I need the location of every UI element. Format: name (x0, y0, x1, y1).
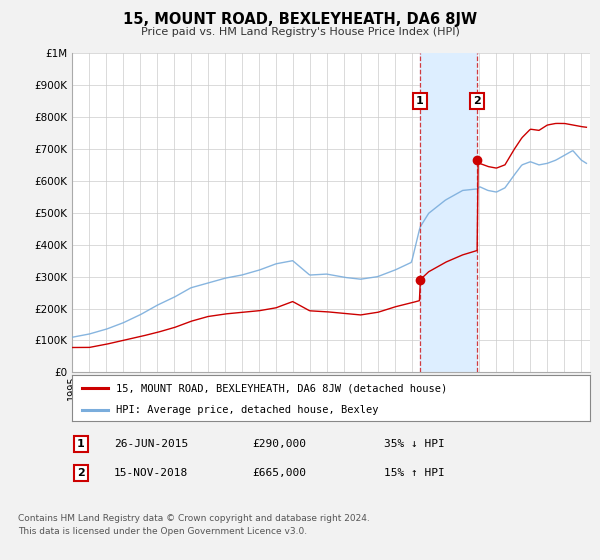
Text: 1: 1 (416, 96, 424, 106)
Text: 15-NOV-2018: 15-NOV-2018 (114, 468, 188, 478)
Text: 2: 2 (77, 468, 85, 478)
Text: 15, MOUNT ROAD, BEXLEYHEATH, DA6 8JW: 15, MOUNT ROAD, BEXLEYHEATH, DA6 8JW (123, 12, 477, 27)
Bar (420, 53, 478, 372)
Text: Contains HM Land Registry data © Crown copyright and database right 2024.
This d: Contains HM Land Registry data © Crown c… (18, 514, 370, 536)
Text: HPI: Average price, detached house, Bexley: HPI: Average price, detached house, Bexl… (116, 405, 379, 414)
Text: £290,000: £290,000 (252, 439, 306, 449)
Text: Price paid vs. HM Land Registry's House Price Index (HPI): Price paid vs. HM Land Registry's House … (140, 27, 460, 38)
Text: 35% ↓ HPI: 35% ↓ HPI (384, 439, 445, 449)
Text: 15% ↑ HPI: 15% ↑ HPI (384, 468, 445, 478)
Text: £665,000: £665,000 (252, 468, 306, 478)
Text: 1: 1 (77, 439, 85, 449)
Text: 15, MOUNT ROAD, BEXLEYHEATH, DA6 8JW (detached house): 15, MOUNT ROAD, BEXLEYHEATH, DA6 8JW (de… (116, 383, 447, 393)
Text: 2: 2 (473, 96, 481, 106)
Text: 26-JUN-2015: 26-JUN-2015 (114, 439, 188, 449)
